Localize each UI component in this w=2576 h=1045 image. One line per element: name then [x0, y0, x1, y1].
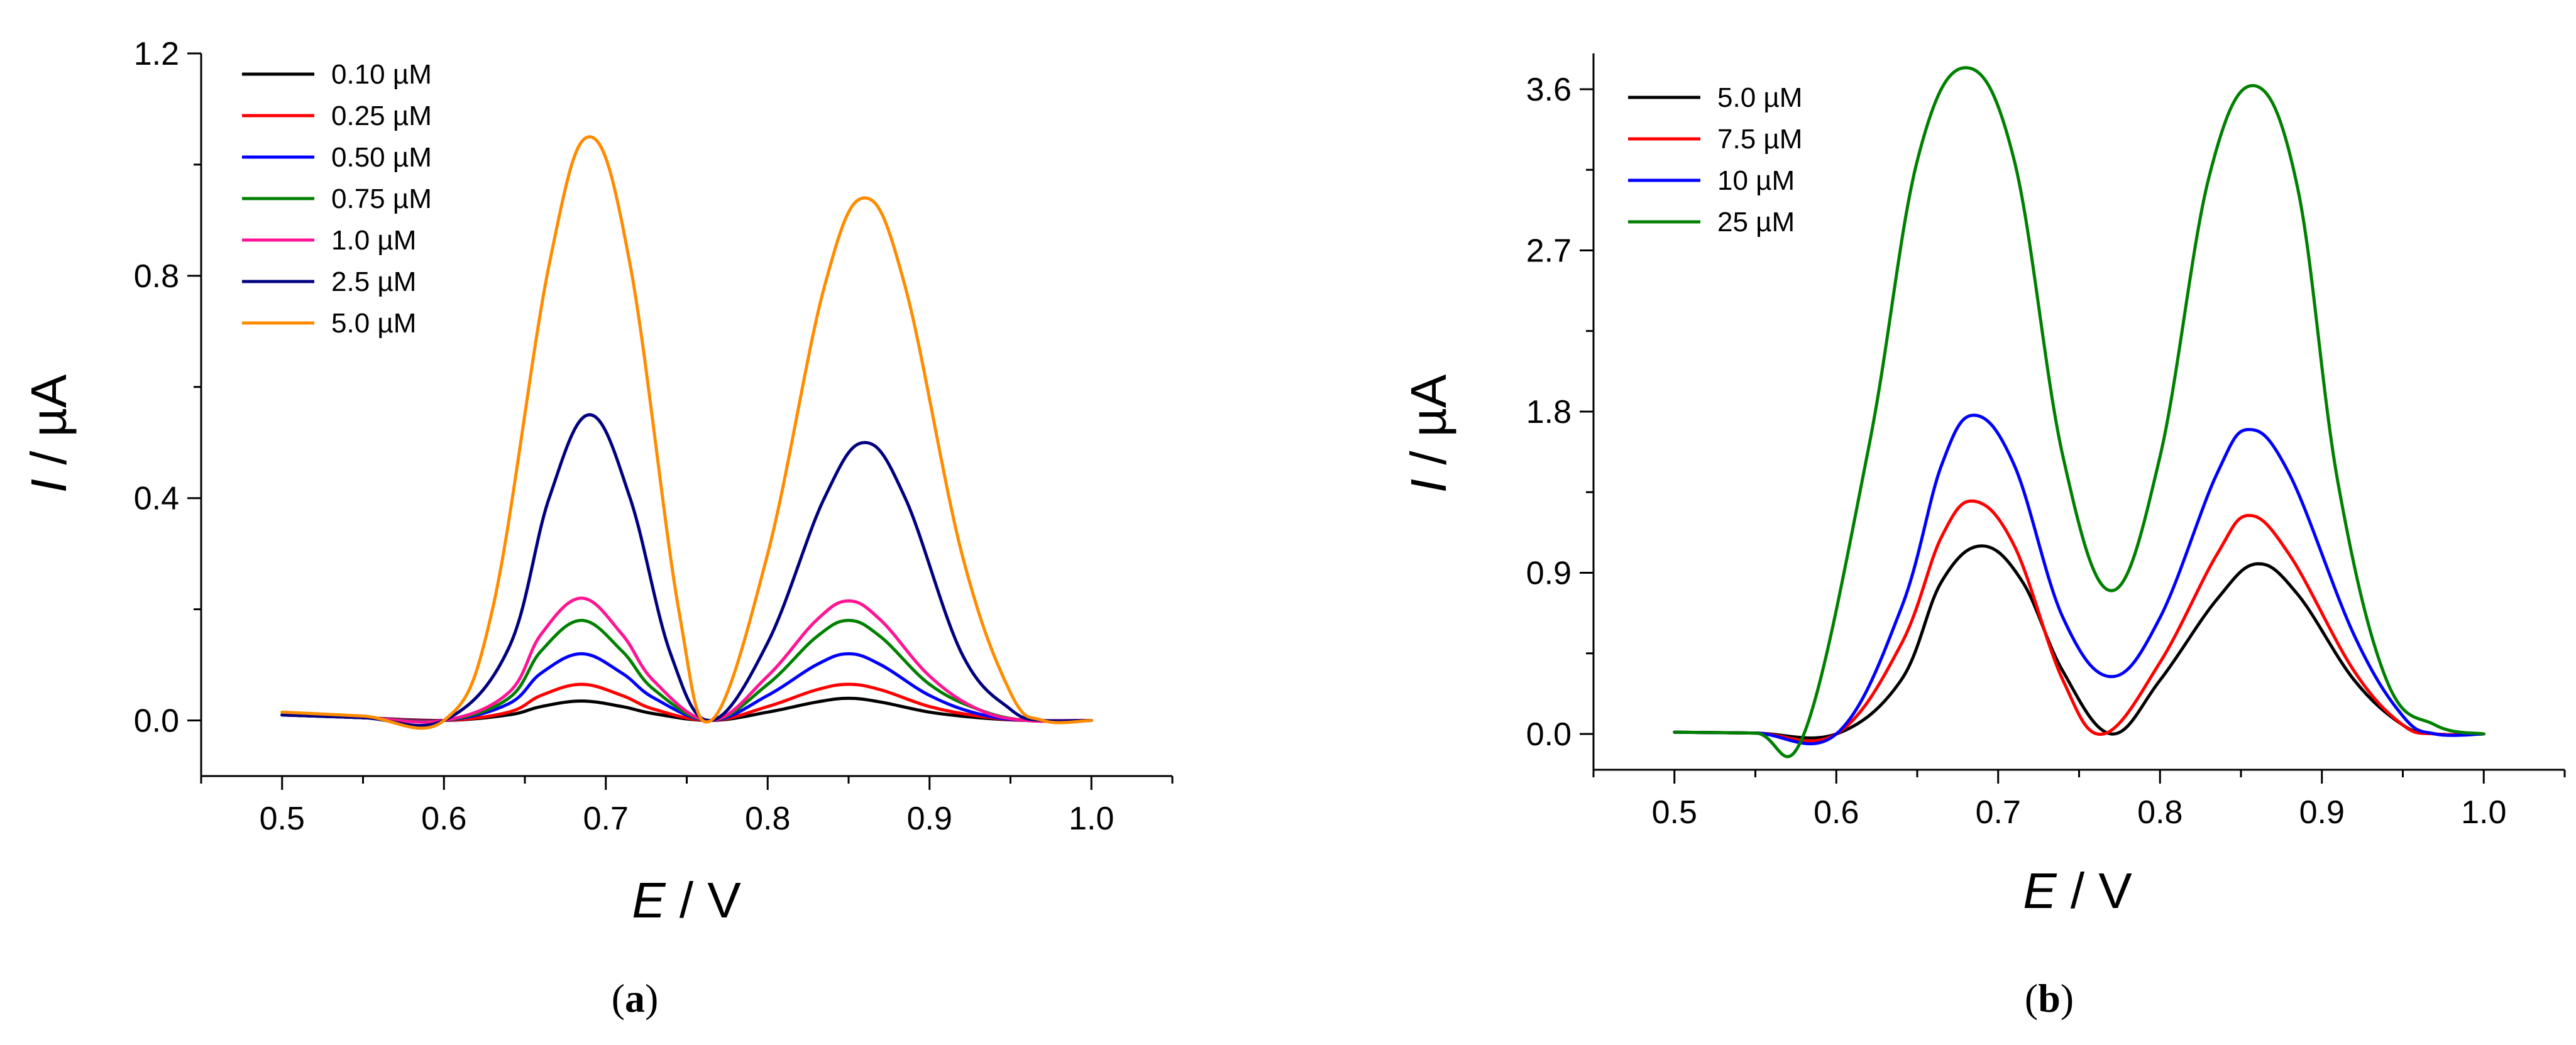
panel-a-y-tick-label: 0.4	[134, 481, 179, 517]
panel-b-x-tick-label: 0.8	[2137, 794, 2182, 831]
panel-a-x-axis-label: E / V	[632, 872, 741, 928]
panel-a-series-line-5	[280, 413, 1093, 728]
panel-a-x-tick-label: 0.9	[907, 801, 952, 837]
panel-b-x-axis-label: E / V	[2023, 863, 2132, 919]
panel-a-legend-label: 0.75 µM	[331, 183, 432, 214]
panel-b-legend-label: 10 µM	[1717, 165, 1795, 196]
panel-a-legend-label: 5.0 µM	[331, 308, 416, 339]
panel-b-legend-label: 7.5 µM	[1717, 124, 1802, 155]
panel-b-series-line-0	[1673, 544, 2485, 740]
panel-b-y-tick-label: 0.0	[1526, 716, 1571, 753]
panel-b-x-tick-label: 0.6	[1814, 794, 1859, 831]
panel-b-legend-label: 5.0 µM	[1717, 82, 1802, 113]
panel-b-series	[1673, 66, 2485, 758]
panel-a-series	[280, 135, 1093, 730]
panel-a-series-line-4	[280, 596, 1093, 724]
panel-a-y-ticks: 0.0 0.4 0.8 1.2	[134, 36, 201, 740]
panel-b-y-tick-label: 2.7	[1526, 233, 1571, 270]
panel-a-y-axis-label: I / µA	[21, 374, 77, 493]
panel-b-y-ticks: 0.0 0.9 1.8 2.7 3.6	[1526, 72, 1593, 753]
panel-b-x-tick-label: 0.9	[2299, 794, 2345, 831]
panel-a-legend-label: 0.25 µM	[331, 101, 432, 131]
panel-a-x-tick-label: 0.8	[745, 801, 790, 837]
panel-a-y-tick-label: 1.2	[134, 36, 179, 72]
panel-a-y-tick-label: 0.8	[134, 258, 179, 295]
panel-a-x-tick-label: 0.6	[421, 801, 466, 837]
panel-b-y-tick-label: 0.9	[1526, 555, 1571, 592]
panel-a-legend-label: 0.10 µM	[331, 59, 432, 90]
panel-a-label: (a)	[612, 976, 659, 1020]
panel-a-x-tick-label: 0.5	[260, 801, 305, 837]
panel-b-x-tick-label: 0.7	[1976, 794, 2021, 831]
panel-a-legend-label: 0.50 µM	[331, 142, 432, 173]
panel-b-y-tick-label: 1.8	[1526, 394, 1571, 430]
panel-b-label: (b)	[2025, 976, 2074, 1020]
panel-a: 0.5 0.6 0.7 0.8 0.9 1.0 0.00.40.81.2 0.10 µM0…	[21, 36, 1174, 1020]
panel-b-y-tick-label: 3.6	[1526, 72, 1571, 108]
panel-b-x-tick-label: 1.0	[2461, 794, 2506, 831]
panel-b-x-tick-label: 0.5	[1652, 794, 1697, 831]
panel-b: 0.5 0.6 0.7 0.8 0.9 1.0 0.0 0.9 1.8 2.7 3.6 5.0 µ…	[1401, 53, 2566, 1020]
panel-a-x-tick-label: 0.7	[583, 801, 629, 837]
panel-a-x-tick-label: 1.0	[1069, 801, 1114, 837]
panel-b-series-line-3	[1673, 66, 2485, 758]
panel-b-series-line-2	[1673, 413, 2485, 746]
panel-b-series-line-1	[1673, 499, 2485, 743]
panel-a-legend: 0.10 µM 0.25 µM 0.50 µM 0.75 µM 1.0 µM 2.5 µM…	[242, 59, 432, 339]
panel-a-legend-label: 1.0 µM	[331, 225, 416, 256]
panel-b-legend-label: 25 µM	[1717, 207, 1795, 238]
panel-a-y-tick-label: 0.0	[134, 703, 179, 740]
panel-a-legend-label: 2.5 µM	[331, 266, 416, 297]
panel-a-x-ticks: 0.5 0.6 0.7 0.8 0.9 1.0	[200, 776, 1174, 837]
panel-b-legend: 5.0 µM 7.5 µM 10 µM 25 µM	[1628, 82, 1802, 238]
panel-a-series-line-6	[280, 135, 1093, 730]
panel-b-x-ticks: 0.5 0.6 0.7 0.8 0.9 1.0	[1592, 770, 2566, 831]
panel-b-y-axis-label: I / µA	[1401, 374, 1456, 493]
